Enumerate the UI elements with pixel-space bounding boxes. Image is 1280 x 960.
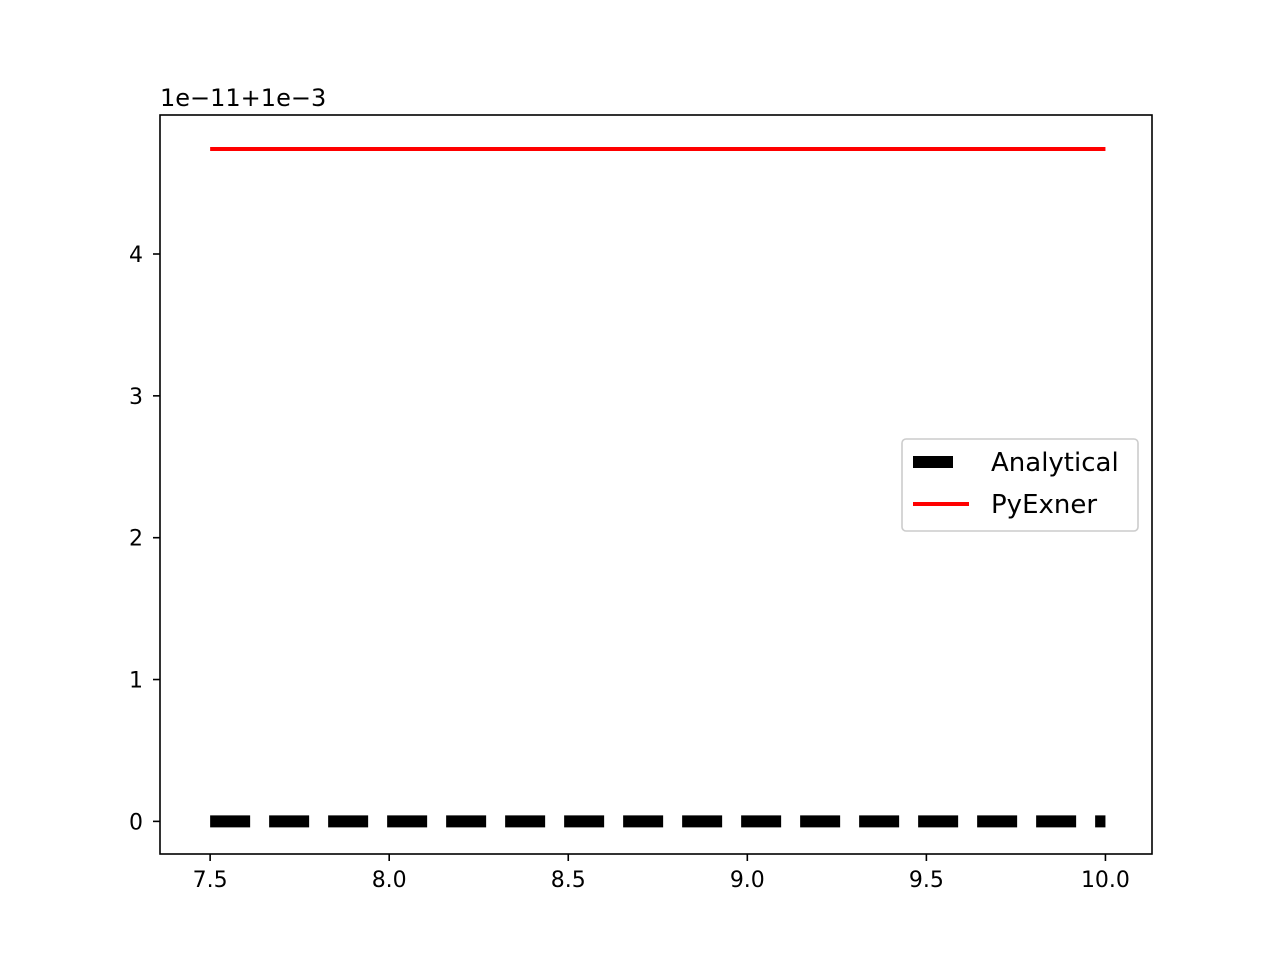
- y-tick-label: 4: [129, 243, 143, 268]
- x-tick-label: 8.5: [551, 868, 586, 893]
- x-tick-label: 9.5: [909, 868, 944, 893]
- x-tick-label: 9.0: [730, 868, 765, 893]
- y-tick-label: 1: [129, 669, 143, 694]
- y-tick-label: 3: [129, 385, 143, 410]
- y-axis: 0 1 2 3 4: [129, 243, 160, 835]
- y-tick-label: 0: [129, 810, 143, 835]
- legend-label-pyexner: PyExner: [991, 490, 1097, 520]
- y-offset-label: 1e−11+1e−3: [160, 84, 326, 112]
- series-layer: [210, 147, 1106, 828]
- x-tick-label: 7.5: [193, 868, 228, 893]
- y-tick-label: 2: [129, 527, 143, 552]
- x-tick-label: 10.0: [1081, 868, 1130, 893]
- legend-label-analytical: Analytical: [991, 448, 1119, 478]
- x-axis: 7.5 8.0 8.5 9.0 9.5 10.0: [193, 854, 1130, 893]
- x-tick-label: 8.0: [372, 868, 407, 893]
- legend: Analytical PyExner: [901, 438, 1139, 532]
- legend-box: [901, 438, 1139, 532]
- axes-frame: [159, 114, 1153, 855]
